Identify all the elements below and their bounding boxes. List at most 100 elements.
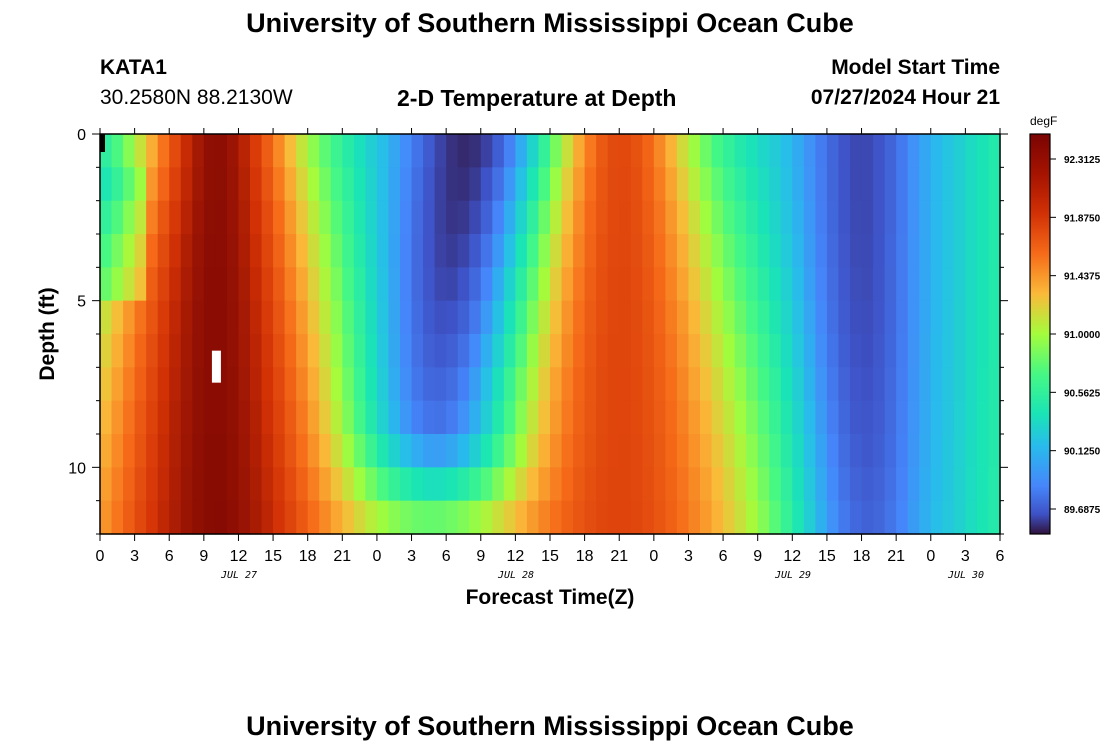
heatmap-cell <box>457 434 470 468</box>
heatmap-cell <box>826 234 840 268</box>
heatmap-cell <box>330 500 343 535</box>
heatmap-cell <box>976 400 990 435</box>
heatmap-cell <box>330 200 343 235</box>
heatmap-cell <box>676 400 690 435</box>
model-start-label: Model Start Time <box>831 56 1000 79</box>
heatmap-cell <box>861 234 874 268</box>
heatmap-cell <box>919 134 932 168</box>
heatmap-cell <box>769 167 782 202</box>
heatmap-cell <box>953 167 966 202</box>
heatmap-cell <box>492 300 505 335</box>
heatmap-cell <box>146 200 159 235</box>
heatmap-cell <box>480 300 493 335</box>
heatmap-cell <box>676 200 690 235</box>
heatmap-cell <box>573 200 586 235</box>
heatmap-cell <box>907 300 920 335</box>
heatmap-cell <box>965 434 978 468</box>
heatmap-cell <box>630 334 643 368</box>
heatmap-cell <box>930 300 943 335</box>
heatmap-cell <box>180 167 193 202</box>
heatmap-cell <box>711 200 724 235</box>
heatmap-cell <box>965 300 978 335</box>
heatmap-cell <box>400 400 413 435</box>
heatmap-cell <box>515 400 528 435</box>
heatmap-cell <box>469 367 482 402</box>
heatmap-cell <box>388 167 401 202</box>
colorbar-tick-label: 92.3125 <box>1064 155 1100 166</box>
heatmap-cell <box>711 400 724 435</box>
heatmap-cell <box>388 434 401 468</box>
x-tick-label: 21 <box>887 548 905 565</box>
heatmap-cell <box>238 367 251 402</box>
heatmap-cell <box>203 434 216 468</box>
heatmap-cell <box>261 267 274 302</box>
heatmap-cell <box>273 167 286 202</box>
heatmap-cell <box>676 134 690 168</box>
heatmap-cell <box>123 367 136 402</box>
heatmap-cell <box>192 267 205 302</box>
heatmap-cell <box>411 200 424 235</box>
heatmap-cell <box>134 467 147 502</box>
heatmap-cell <box>296 200 309 235</box>
heatmap-cell <box>423 367 436 402</box>
heatmap-cell <box>480 467 493 502</box>
heatmap-cell <box>988 200 1001 235</box>
heatmap-cell <box>792 367 805 402</box>
heatmap-cell <box>550 267 563 302</box>
heatmap-cell <box>550 334 563 368</box>
heatmap-cell <box>423 234 436 268</box>
chart-title: 2-D Temperature at Depth <box>397 85 677 111</box>
heatmap-cell <box>215 134 228 168</box>
heatmap-cell <box>238 400 251 435</box>
heatmap-cell <box>884 134 897 168</box>
heatmap-cell <box>261 467 274 502</box>
heatmap-cell <box>238 200 251 235</box>
heatmap-cell <box>550 500 563 535</box>
heatmap-cell <box>596 267 609 302</box>
heatmap-cell <box>480 367 493 402</box>
heatmap-cell <box>446 467 459 502</box>
heatmap-cell <box>561 134 574 168</box>
heatmap-cell <box>561 200 574 235</box>
heatmap-cell <box>238 467 251 502</box>
heatmap-cell <box>319 234 332 268</box>
heatmap-cell <box>538 267 551 302</box>
heatmap-cell <box>319 134 332 168</box>
heatmap-cell <box>573 234 586 268</box>
heatmap-cell <box>330 300 343 335</box>
heatmap-cell <box>919 167 932 202</box>
heatmap-cell <box>319 367 332 402</box>
heatmap-cell <box>284 200 297 235</box>
colorbar-tick-label: 91.4375 <box>1064 272 1100 283</box>
heatmap-cell <box>457 134 470 168</box>
heatmap-cell <box>157 234 170 268</box>
heatmap-cell <box>319 434 332 468</box>
heatmap-cell <box>803 134 816 168</box>
heatmap-cell <box>746 400 759 435</box>
heatmap-cell <box>665 467 678 502</box>
heatmap-cell <box>538 367 551 402</box>
heatmap-cell <box>907 234 920 268</box>
heatmap-cell <box>503 300 516 335</box>
heatmap-cell <box>942 267 955 302</box>
heatmap-cell <box>688 167 701 202</box>
heatmap-cell <box>376 367 390 402</box>
heatmap-cell <box>642 134 655 168</box>
heatmap-cell <box>353 434 366 468</box>
heatmap-cell <box>584 267 597 302</box>
heatmap-cell <box>688 200 701 235</box>
heatmap-cell <box>180 367 193 402</box>
heatmap-cell <box>284 134 297 168</box>
heatmap-cell <box>388 200 401 235</box>
heatmap-cell <box>100 300 113 335</box>
heatmap-cell <box>757 434 770 468</box>
heatmap-cell <box>226 434 240 468</box>
heatmap-cell <box>896 167 909 202</box>
heatmap-cell <box>134 167 147 202</box>
heatmap-cell <box>700 434 713 468</box>
heatmap-cell <box>411 467 424 502</box>
heatmap-cell <box>988 267 1001 302</box>
heatmap-cell <box>700 300 713 335</box>
heatmap-cell <box>480 500 493 535</box>
heatmap-cell <box>169 467 182 502</box>
